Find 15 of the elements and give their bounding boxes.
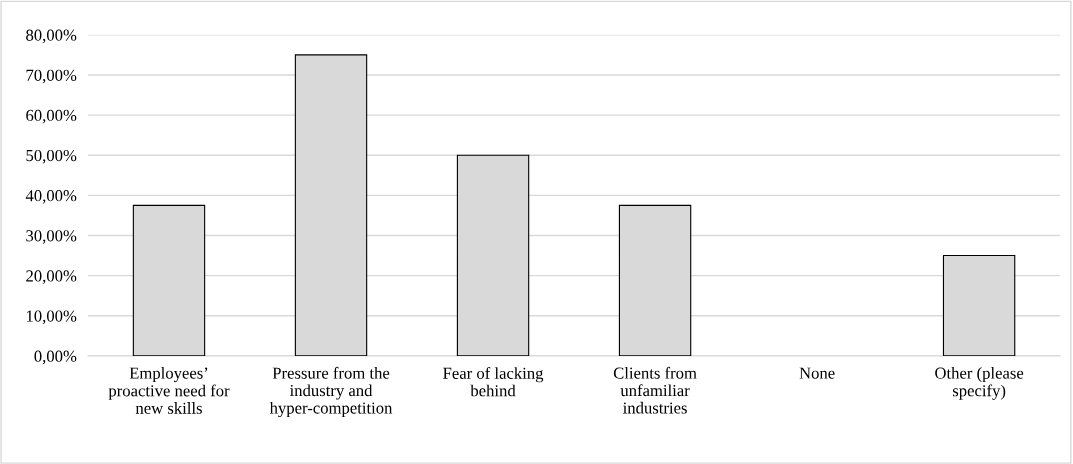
x-tick-label: Employees’ proactive need for new skills xyxy=(108,367,230,414)
x-tick-label: Clients from unfamiliar industries xyxy=(613,366,697,414)
y-tick-label: 80,00% xyxy=(26,29,77,44)
y-tick-label: 60,00% xyxy=(26,109,77,124)
y-tick-label: 20,00% xyxy=(26,270,77,284)
y-tick-label: 70,00% xyxy=(26,69,77,84)
x-tick-label: Pressure from the industry and hyper-competition xyxy=(269,366,393,418)
y-tick-label: 10,00% xyxy=(26,310,77,325)
x-tick-label: None xyxy=(799,367,835,379)
x-tick-label: Other (please specify) xyxy=(935,367,1024,400)
y-tick-label: 30,00% xyxy=(26,230,77,244)
y-tick-label: 50,00% xyxy=(26,149,77,164)
x-tick-label: Fear of lacking behind xyxy=(443,367,544,397)
y-tick-label: 0,00% xyxy=(34,350,77,365)
y-tick-label: 40,00% xyxy=(25,190,77,204)
